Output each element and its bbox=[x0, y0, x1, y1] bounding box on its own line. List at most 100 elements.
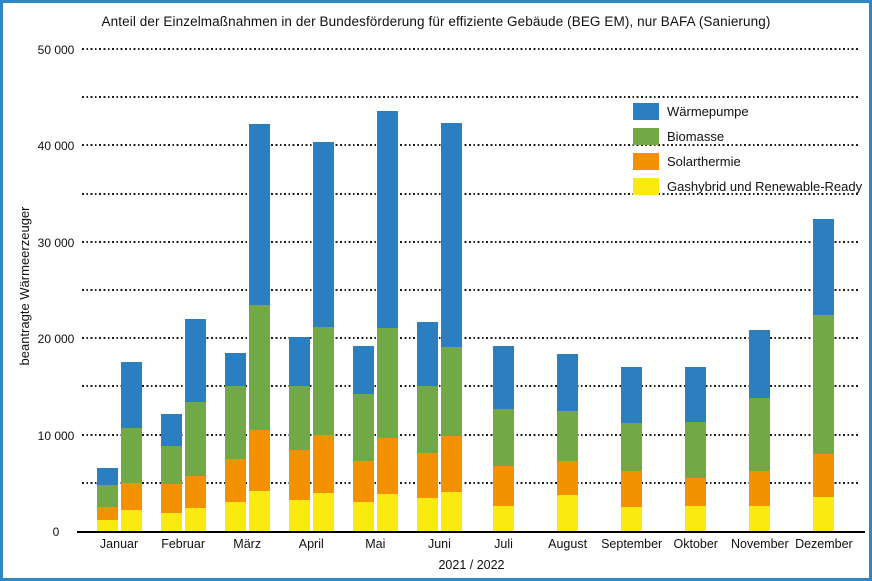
bar-segment bbox=[224, 502, 246, 531]
legend-label: Gashybrid und Renewable-Ready bbox=[667, 179, 863, 194]
bar-segment bbox=[312, 434, 334, 494]
x-axis-line bbox=[77, 531, 865, 533]
y-tick-label: 30 000 bbox=[37, 235, 75, 250]
stacked-bar bbox=[416, 321, 438, 531]
bar-segment bbox=[248, 491, 270, 531]
month-label: Juli bbox=[494, 537, 513, 551]
bar-segment bbox=[621, 506, 643, 531]
bar-segment bbox=[376, 494, 398, 531]
bar-segment bbox=[160, 512, 182, 531]
bar-segment bbox=[621, 471, 643, 507]
y-tick-label: 20 000 bbox=[37, 332, 75, 347]
bar-segment bbox=[376, 327, 398, 439]
bar-segment bbox=[184, 318, 206, 402]
bar-segment bbox=[749, 329, 771, 398]
legend-item: Wärmepumpe bbox=[633, 99, 862, 124]
bar-segment bbox=[224, 386, 246, 459]
month-group bbox=[279, 49, 343, 531]
month-label: Juni bbox=[427, 537, 451, 551]
bar-segment bbox=[749, 505, 771, 531]
bar-segment bbox=[96, 468, 118, 485]
bar-segment bbox=[416, 386, 438, 453]
month-label: Dezember bbox=[795, 537, 853, 551]
stacked-bar bbox=[685, 367, 707, 531]
bar-segment bbox=[685, 422, 707, 478]
bar-segment bbox=[557, 353, 579, 411]
bar-segment bbox=[557, 410, 579, 461]
gridline bbox=[82, 337, 860, 340]
bar-segment bbox=[440, 123, 462, 347]
bar-segment bbox=[376, 110, 398, 328]
stacked-bar bbox=[749, 329, 771, 531]
bar-segment bbox=[224, 352, 246, 387]
bar-segment bbox=[248, 124, 270, 306]
stacked-bar bbox=[352, 345, 374, 531]
bar-segment bbox=[493, 505, 514, 531]
bar-segment bbox=[813, 315, 835, 454]
bar-segment bbox=[440, 346, 462, 436]
bar-segment bbox=[416, 498, 438, 531]
bar-segment bbox=[749, 397, 771, 472]
bar-segment bbox=[248, 305, 270, 430]
gridline bbox=[82, 48, 860, 50]
bar-segment bbox=[352, 460, 374, 503]
month-group bbox=[536, 49, 600, 531]
legend-item: Solarthermie bbox=[633, 149, 862, 174]
bar-segment bbox=[352, 345, 374, 395]
stacked-bar bbox=[557, 353, 579, 531]
gridline bbox=[82, 481, 860, 484]
month-group bbox=[215, 49, 279, 531]
legend-item: Biomasse bbox=[633, 124, 862, 149]
month-group bbox=[87, 49, 151, 531]
month-group bbox=[728, 49, 792, 531]
bar-segment bbox=[352, 502, 374, 531]
stacked-bar bbox=[813, 218, 835, 531]
month-group bbox=[792, 49, 856, 531]
stacked-bar bbox=[248, 124, 270, 531]
bar-segment bbox=[813, 218, 835, 316]
bar-segment bbox=[120, 427, 142, 483]
legend-swatch bbox=[633, 128, 659, 145]
bar-segment bbox=[224, 458, 246, 503]
bar-segment bbox=[493, 345, 514, 409]
month-label: März bbox=[233, 537, 262, 551]
stacked-bar bbox=[376, 110, 398, 531]
bar-segment bbox=[352, 394, 374, 461]
legend-label: Biomasse bbox=[667, 129, 725, 144]
legend-label: Solarthermie bbox=[667, 154, 741, 169]
stacked-bar bbox=[621, 367, 643, 531]
bar-segment bbox=[248, 429, 270, 492]
month-group bbox=[600, 49, 664, 531]
bar-segment bbox=[416, 321, 438, 387]
gridline bbox=[82, 96, 860, 99]
month-group bbox=[471, 49, 535, 531]
legend: Wärmepumpe Biomasse Solarthermie Gashybrid … bbox=[633, 99, 862, 199]
bar-segment bbox=[557, 495, 579, 531]
gridline bbox=[82, 385, 860, 388]
month-label: Oktober bbox=[673, 537, 718, 551]
month-label: August bbox=[548, 537, 588, 551]
stacked-bar bbox=[440, 123, 462, 531]
bar-segment bbox=[184, 476, 206, 508]
y-tick-label: 40 000 bbox=[37, 139, 75, 154]
gridline bbox=[82, 144, 860, 147]
chart-title: Anteil der Einzelmaßnahmen in der Bundes… bbox=[101, 14, 771, 29]
bar-segment bbox=[621, 367, 643, 424]
bar-segment bbox=[312, 141, 334, 327]
x-axis-title: 2021 / 2022 bbox=[438, 558, 505, 572]
bar-segment bbox=[440, 492, 462, 531]
bar-segment bbox=[685, 367, 707, 423]
gridline bbox=[82, 192, 860, 195]
gridline bbox=[82, 433, 860, 436]
month-group bbox=[407, 49, 471, 531]
plot-area bbox=[87, 49, 856, 531]
bar-segment bbox=[288, 386, 310, 451]
bar-segment bbox=[440, 435, 462, 493]
month-group bbox=[151, 49, 215, 531]
bar-segment bbox=[416, 452, 438, 499]
legend-swatch bbox=[633, 153, 659, 170]
bar-segment bbox=[184, 507, 206, 531]
stacked-bar bbox=[184, 318, 206, 531]
y-tick-label: 10 000 bbox=[37, 428, 75, 443]
